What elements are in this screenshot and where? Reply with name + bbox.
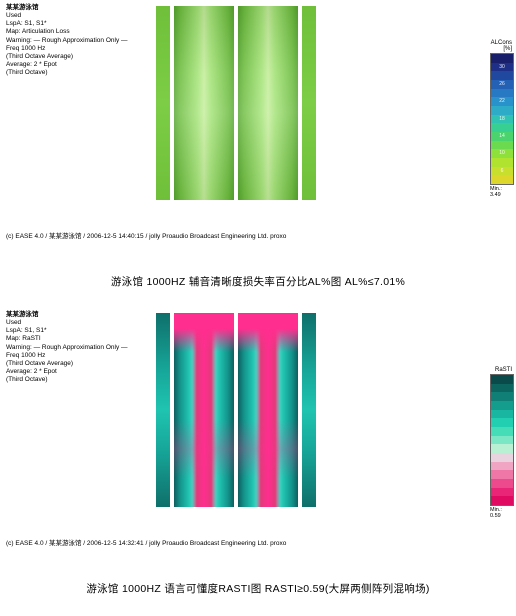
legend-min: Min.: 3.49 (490, 186, 512, 198)
heatmap-strip (238, 313, 298, 507)
legend-cell (491, 54, 513, 63)
legend-cell (491, 470, 513, 479)
legend-cell: 14 (491, 132, 513, 141)
legend-cell (491, 89, 513, 98)
legend-cell (491, 444, 513, 453)
heatmap-strip (302, 313, 316, 507)
legend-cell (491, 436, 513, 445)
legend-cell (491, 141, 513, 150)
legend-alcons: ALCons [%] 30 26 22 18 14 10 6 Min.: 3.49 (490, 40, 512, 198)
legend-title: RaSTI (490, 367, 512, 373)
legend-cell: 10 (491, 149, 513, 158)
map-stage: ALCons [%] 30 26 22 18 14 10 6 Min.: 3.49 (0, 0, 516, 200)
legend-rasti: RaSTI Min.: 0.59 (490, 367, 512, 519)
heatmap-strip (174, 6, 234, 200)
heatmap-strip (174, 313, 234, 507)
legend-cell (491, 462, 513, 471)
footer-credit: (c) EASE 4.0 / 某某游泳馆 / 2006-12-5 14:40:1… (0, 200, 516, 240)
legend-cell (491, 392, 513, 401)
heatmap-alcons (156, 6, 316, 200)
heatmap-rasti (156, 313, 316, 507)
legend-cell (491, 71, 513, 80)
legend-min: Min.: 0.59 (490, 507, 512, 519)
panel-alcons: 某某游泳馆 Used LspA: S1, S1* Map: Articulati… (0, 0, 516, 258)
legend-bar: 30 26 22 18 14 10 6 (490, 53, 514, 185)
legend-title: ALCons [%] (490, 40, 512, 52)
map-stage: RaSTIMin.: 0.59 (0, 307, 516, 507)
legend-cell (491, 123, 513, 132)
legend-cell (491, 488, 513, 497)
legend-bar (490, 374, 514, 506)
legend-cell (491, 384, 513, 393)
legend-cell (491, 106, 513, 115)
legend-cell: 30 (491, 63, 513, 72)
legend-cell (491, 375, 513, 384)
legend-cell: 22 (491, 97, 513, 106)
legend-cell: 6 (491, 167, 513, 176)
caption-rasti: 游泳馆 1000HZ 语言可懂度RASTI图 RASTI≥0.59(大屏两侧阵列… (0, 565, 516, 614)
caption-alcons: 游泳馆 1000HZ 辅音清晰度损失率百分比AL%图 AL%≤7.01% (0, 258, 516, 307)
legend-cell (491, 418, 513, 427)
heatmap-strip (156, 6, 170, 200)
legend-cell: 18 (491, 115, 513, 124)
legend-cell (491, 158, 513, 167)
legend-cell (491, 427, 513, 436)
legend-cell (491, 479, 513, 488)
footer-credit: (c) EASE 4.0 / 某某游泳馆 / 2006-12-5 14:32:4… (0, 507, 516, 547)
legend-cell: 26 (491, 80, 513, 89)
panel-rasti: 某某游泳馆 Used LspA: S1, S1* Map: RaSTI Warn… (0, 307, 516, 565)
legend-cell (491, 401, 513, 410)
legend-cell (491, 453, 513, 462)
heatmap-strip (156, 313, 170, 507)
legend-cell (491, 410, 513, 419)
heatmap-strip (302, 6, 316, 200)
heatmap-strip (238, 6, 298, 200)
legend-cell (491, 496, 513, 505)
legend-cell (491, 175, 513, 184)
